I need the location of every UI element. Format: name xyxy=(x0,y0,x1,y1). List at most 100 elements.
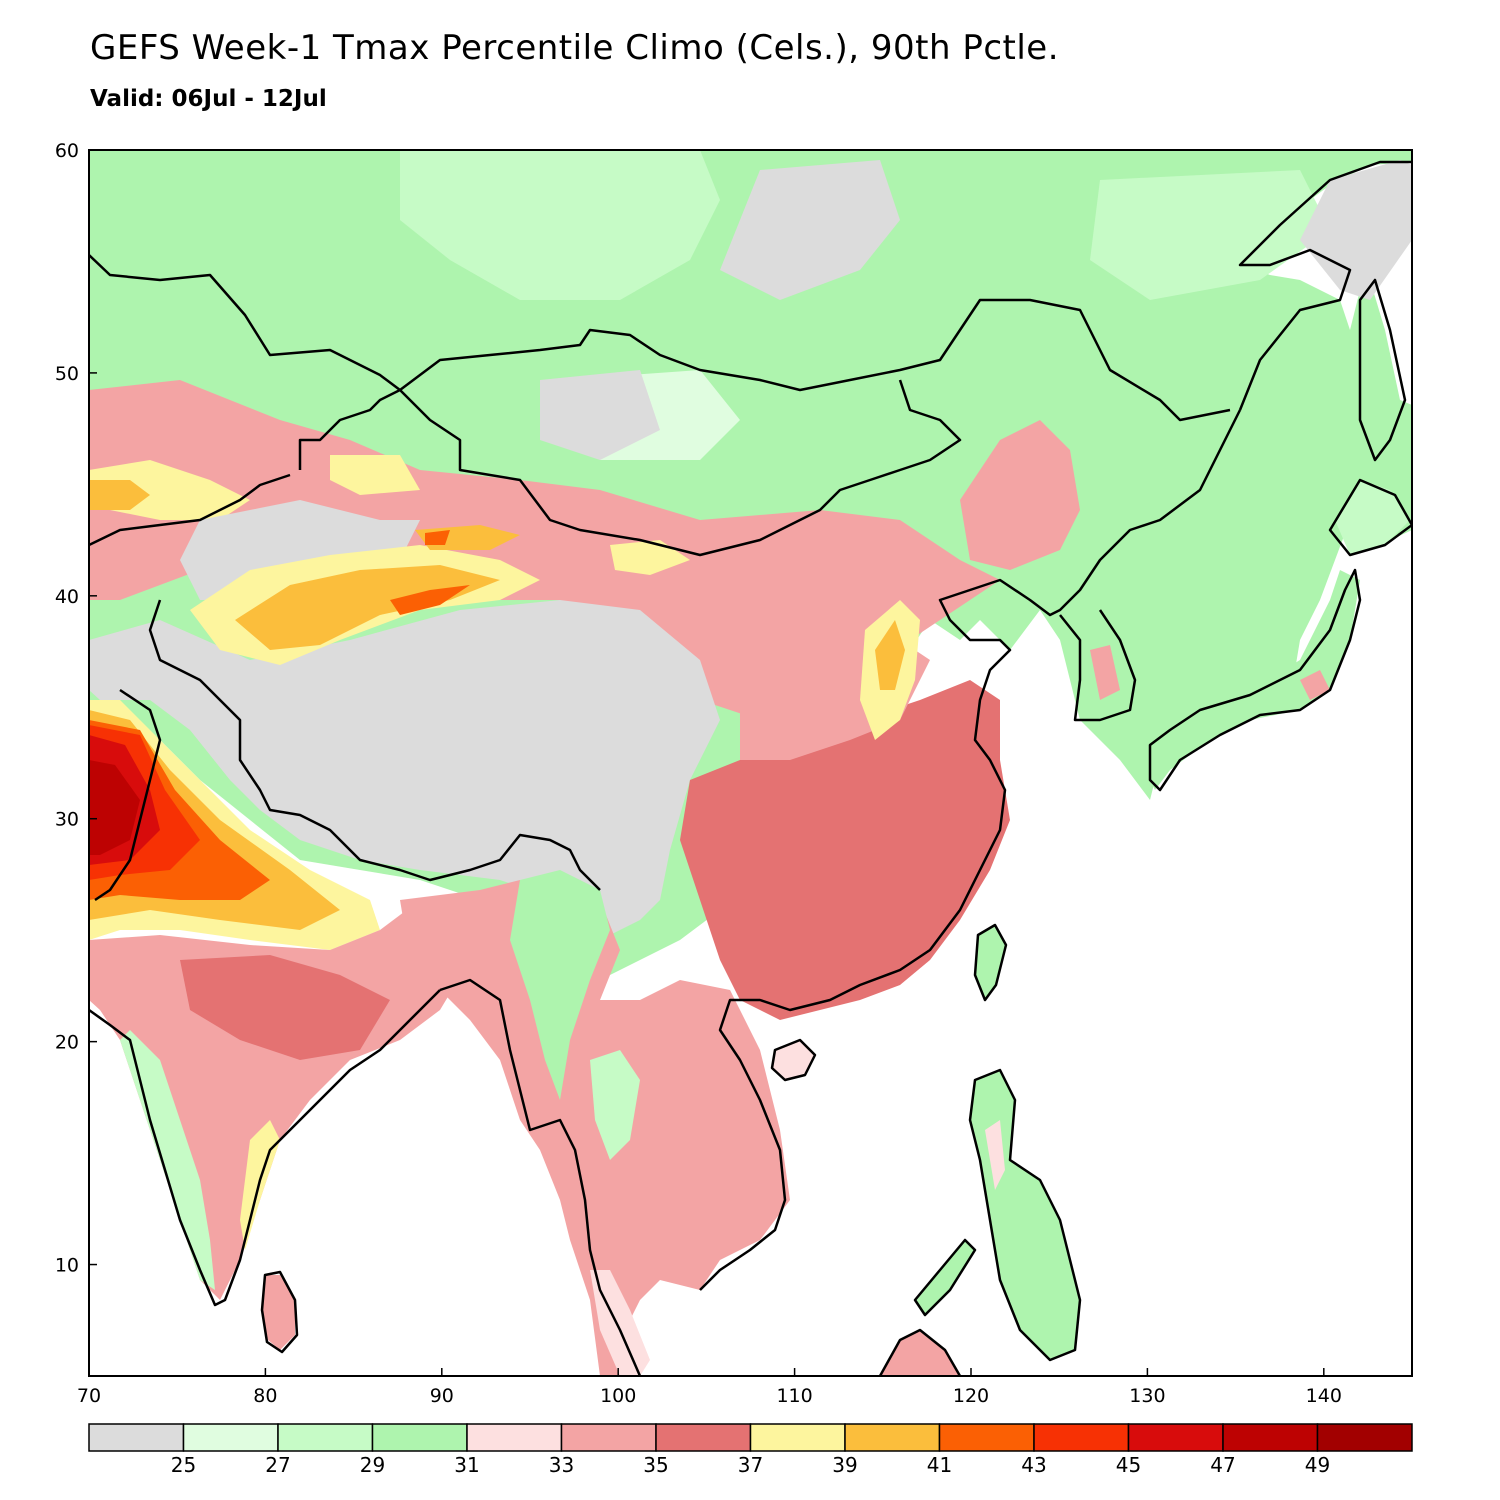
y-axis: 10 20 30 40 50 60 xyxy=(55,140,97,1277)
korea-warm xyxy=(1090,645,1120,700)
northern-border xyxy=(89,254,1231,422)
japan-warm xyxy=(1300,670,1330,700)
colorbar-swatch xyxy=(938,1423,1035,1452)
x-tick-label: 90 xyxy=(430,1385,454,1407)
north-china-plain-hot xyxy=(875,620,905,690)
chart-subtitle: Valid: 06Jul - 12Jul xyxy=(90,86,327,112)
hokkaido xyxy=(1335,480,1410,555)
tibet-plateau xyxy=(89,600,720,940)
southeast-asia-green xyxy=(590,1050,640,1160)
taiwan-island xyxy=(975,925,1005,1000)
japan-islands xyxy=(1145,570,1360,790)
light-green-patch xyxy=(1090,170,1330,300)
korea-coast xyxy=(1059,609,1137,722)
turpan-hotspot-core xyxy=(425,530,450,545)
colorbar-label: 47 xyxy=(1210,1453,1235,1477)
cool-grey-patch xyxy=(720,160,900,300)
hokkaido-coast xyxy=(1328,478,1412,557)
colorbar-swatch xyxy=(655,1423,752,1452)
indochina-coast xyxy=(699,409,1242,1291)
india-pakistan-border xyxy=(94,688,162,902)
chart-title: GEFS Week-1 Tmax Percentile Climo (Cels.… xyxy=(90,28,1060,68)
colorbar-swatch xyxy=(844,1423,941,1452)
india-coastline xyxy=(89,989,441,1307)
taklamakan-hotspot xyxy=(390,585,470,615)
warm-patch-yellow xyxy=(330,455,420,495)
southeast-asia-green xyxy=(510,870,610,1100)
colorbar-label: 27 xyxy=(265,1453,290,1477)
china-west-border xyxy=(148,599,601,891)
hainan-coast xyxy=(770,1038,817,1082)
colorbar-label: 35 xyxy=(643,1453,668,1477)
colorbar-swatch xyxy=(371,1423,468,1452)
x-tick-label: 110 xyxy=(776,1385,812,1407)
plot-frame xyxy=(88,149,1413,1377)
colorbar-swatch xyxy=(88,1423,185,1452)
y-tick-label: 60 xyxy=(55,140,79,162)
colorbar-swatch xyxy=(560,1423,657,1452)
borneo-coast xyxy=(878,1328,962,1376)
x-tick-label: 140 xyxy=(1306,1385,1342,1407)
taklamakan-basin-core xyxy=(235,565,500,650)
colorbar-label: 41 xyxy=(927,1453,952,1477)
kazakh-kyrgyz-border xyxy=(89,473,291,547)
colorbar-swatch xyxy=(1316,1423,1413,1452)
coastlines-borders xyxy=(89,160,1412,1376)
palawan-coast xyxy=(913,1238,977,1317)
y-tick-label: 30 xyxy=(55,809,79,831)
colorbar-swatch xyxy=(749,1423,846,1452)
x-tick-label: 120 xyxy=(953,1385,989,1407)
colorbar-label: 37 xyxy=(738,1453,763,1477)
palawan xyxy=(915,1240,975,1315)
sri-lanka-coast xyxy=(260,1270,299,1354)
colorbar-label: 39 xyxy=(832,1453,857,1477)
colorbar-label: 49 xyxy=(1305,1453,1330,1477)
myanmar-coast xyxy=(439,978,642,1376)
light-green-patch xyxy=(400,150,720,300)
colorbar-label: 43 xyxy=(1021,1453,1046,1477)
colorbar-label: 29 xyxy=(360,1453,385,1477)
japan-coast xyxy=(1148,568,1362,792)
x-tick-label: 80 xyxy=(253,1385,277,1407)
colorbar-label: 33 xyxy=(549,1453,574,1477)
malay-peninsula xyxy=(590,1270,650,1376)
philippines-coast xyxy=(968,1068,1082,1362)
southeast-asia xyxy=(400,880,790,1376)
x-axis: 70 80 90 100 110 120 130 140 xyxy=(77,1368,1342,1407)
pacific-coast-north xyxy=(1238,160,1412,411)
colorbar-label: 31 xyxy=(454,1453,479,1477)
colorbar: 25 27 29 31 33 35 37 39 41 43 45 47 49 xyxy=(88,1423,1413,1477)
sakhalin xyxy=(1358,278,1407,462)
taiwan-coast xyxy=(973,923,1008,1002)
sri-lanka xyxy=(262,1275,295,1350)
temperature-field xyxy=(89,150,1412,1376)
y-tick-label: 20 xyxy=(55,1032,79,1054)
colorbar-label: 25 xyxy=(171,1453,196,1477)
eastern-china xyxy=(680,680,1010,1020)
cool-grey-patch xyxy=(1300,160,1412,300)
colorbar-swatch xyxy=(466,1423,563,1452)
y-tick-label: 50 xyxy=(55,363,79,385)
warm-patch-orange xyxy=(89,480,150,510)
x-tick-label: 70 xyxy=(77,1385,101,1407)
colorbar-swatch xyxy=(1127,1423,1224,1452)
cool-grey-patch xyxy=(540,370,660,460)
y-tick-label: 10 xyxy=(55,1255,79,1277)
colorbar-swatch xyxy=(277,1423,374,1452)
indus-hot-region xyxy=(89,760,140,855)
y-tick-label: 40 xyxy=(55,586,79,608)
philippines-warm xyxy=(985,1120,1005,1190)
india-warm-patch xyxy=(180,955,390,1060)
colorbar-swatch xyxy=(1222,1423,1319,1452)
colorbar-swatch xyxy=(182,1423,279,1452)
central-asia-warm-band xyxy=(89,380,1000,720)
kazakh-china-border xyxy=(298,388,401,470)
manchuria-warm xyxy=(960,420,1080,570)
hainan-island xyxy=(772,1040,815,1080)
colorbar-swatch xyxy=(1033,1423,1130,1452)
x-tick-label: 100 xyxy=(600,1385,636,1407)
mongolia-china-border xyxy=(399,379,962,557)
x-tick-label: 130 xyxy=(1129,1385,1165,1407)
colorbar-label: 45 xyxy=(1116,1453,1141,1477)
